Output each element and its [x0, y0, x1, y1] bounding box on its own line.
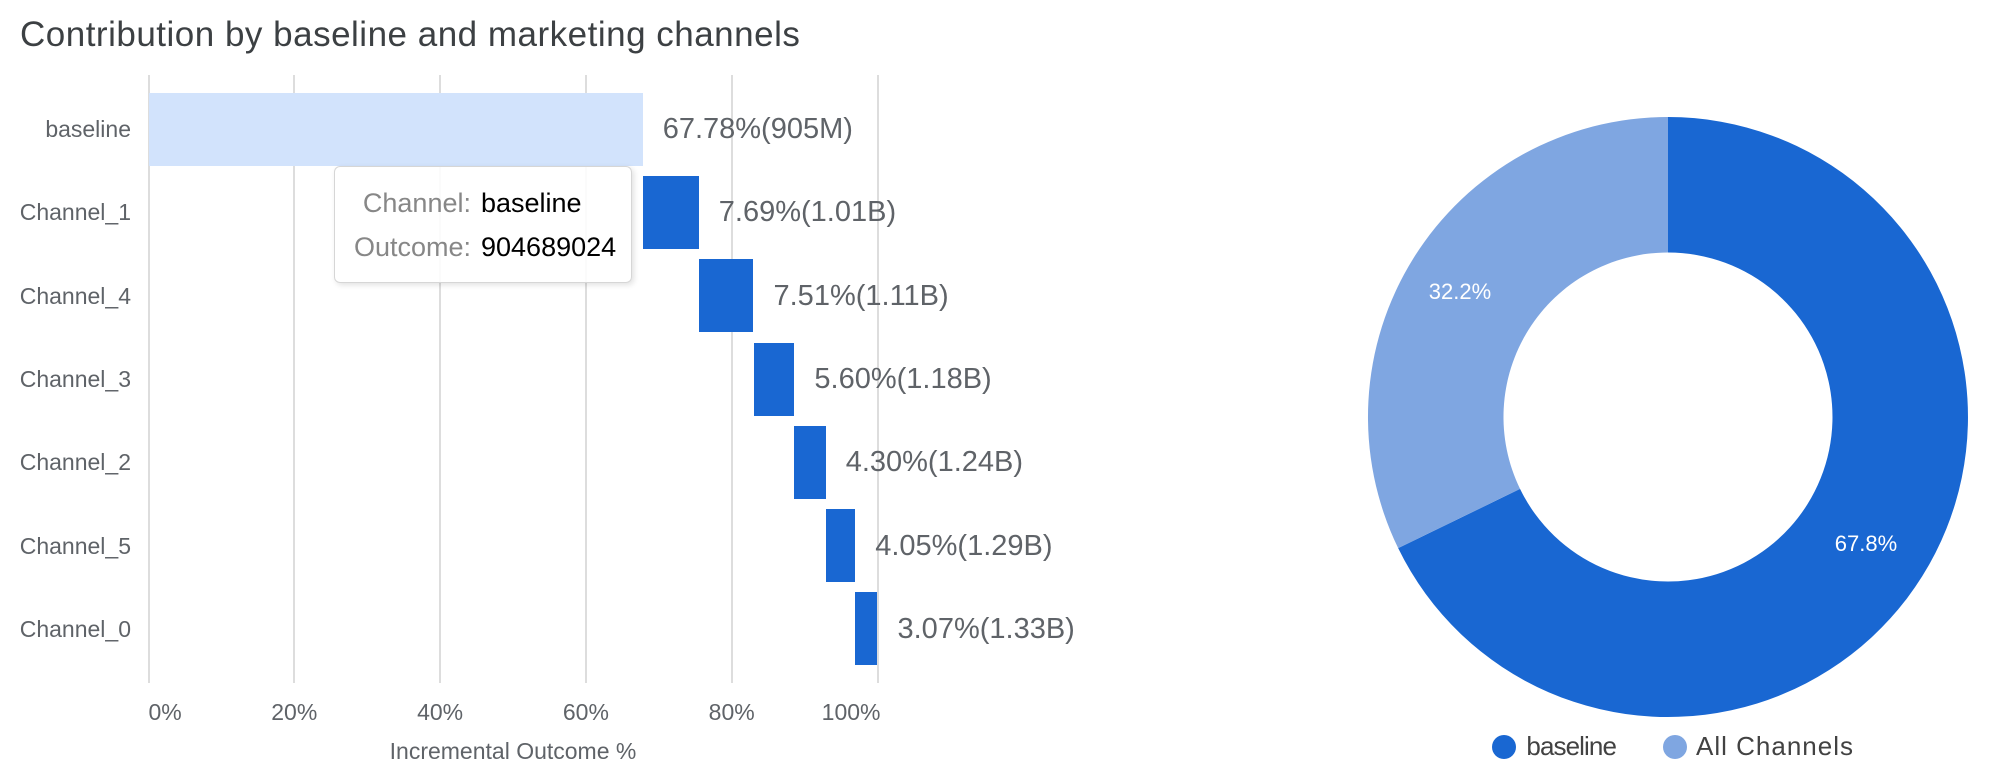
- svg-text:67.8%: 67.8%: [1835, 531, 1897, 556]
- svg-text:32.2%: 32.2%: [1429, 279, 1491, 304]
